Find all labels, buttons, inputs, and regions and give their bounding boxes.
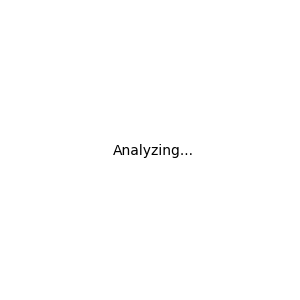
Text: Analyzing...: Analyzing... bbox=[113, 145, 194, 158]
